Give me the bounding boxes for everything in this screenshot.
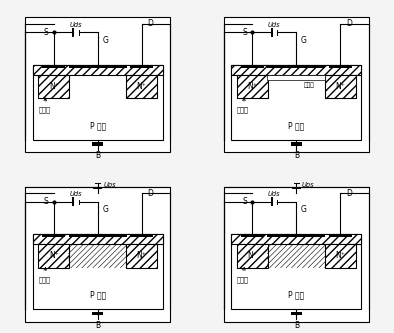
Text: G: G bbox=[301, 205, 307, 214]
Text: N⁺: N⁺ bbox=[335, 251, 345, 260]
Text: 反型区: 反型区 bbox=[304, 83, 315, 88]
Bar bbox=[33, 234, 163, 309]
Bar bbox=[267, 75, 325, 80]
Text: N⁺: N⁺ bbox=[247, 251, 257, 260]
Text: Uds: Uds bbox=[69, 22, 82, 28]
Text: 耗尽层: 耗尽层 bbox=[38, 267, 50, 283]
Text: Ups: Ups bbox=[103, 182, 116, 188]
Bar bbox=[237, 244, 268, 268]
Text: Ups: Ups bbox=[302, 182, 314, 188]
Bar bbox=[241, 234, 264, 237]
Text: B: B bbox=[95, 151, 100, 160]
Bar bbox=[69, 234, 127, 237]
Bar bbox=[126, 244, 157, 268]
Bar bbox=[267, 234, 325, 237]
Bar bbox=[224, 187, 368, 322]
Text: S: S bbox=[43, 197, 48, 206]
Bar bbox=[241, 65, 264, 68]
Text: S: S bbox=[43, 28, 48, 37]
Bar bbox=[325, 75, 356, 98]
Text: Uds: Uds bbox=[268, 22, 281, 28]
Text: N⁺: N⁺ bbox=[137, 82, 147, 91]
Text: D: D bbox=[346, 19, 351, 28]
Text: D: D bbox=[346, 189, 351, 198]
Text: P 衬底: P 衬底 bbox=[288, 291, 305, 300]
Text: D: D bbox=[147, 189, 153, 198]
Bar bbox=[291, 312, 302, 315]
Text: 耗尽层: 耗尽层 bbox=[38, 98, 50, 113]
Bar bbox=[42, 65, 65, 68]
Bar bbox=[231, 234, 361, 244]
Text: P 衬底: P 衬底 bbox=[89, 121, 106, 130]
Bar bbox=[231, 65, 361, 140]
Bar bbox=[267, 65, 325, 68]
Text: N⁺: N⁺ bbox=[335, 82, 345, 91]
Text: 耗尽层: 耗尽层 bbox=[237, 267, 249, 283]
Bar bbox=[291, 142, 302, 146]
Bar bbox=[92, 142, 103, 146]
Text: P 衬底: P 衬底 bbox=[89, 291, 106, 300]
Text: B: B bbox=[95, 321, 100, 330]
Bar bbox=[130, 65, 153, 68]
Bar bbox=[42, 234, 65, 237]
Bar bbox=[38, 75, 69, 98]
Text: G: G bbox=[301, 36, 307, 45]
Bar bbox=[26, 17, 170, 153]
Bar bbox=[38, 244, 69, 268]
Text: Uds: Uds bbox=[268, 191, 281, 197]
Bar bbox=[329, 65, 352, 68]
Text: S: S bbox=[242, 197, 247, 206]
Bar bbox=[126, 75, 157, 98]
Bar bbox=[69, 65, 127, 68]
Text: 耗尽层: 耗尽层 bbox=[237, 98, 249, 113]
Bar bbox=[33, 234, 163, 244]
Bar bbox=[231, 234, 361, 309]
Text: P 衬底: P 衬底 bbox=[288, 121, 305, 130]
Text: B: B bbox=[294, 151, 299, 160]
Bar bbox=[224, 17, 368, 153]
Text: N⁺: N⁺ bbox=[49, 251, 59, 260]
Text: G: G bbox=[102, 36, 108, 45]
Bar bbox=[92, 312, 103, 315]
Bar bbox=[329, 234, 352, 237]
Text: B: B bbox=[294, 321, 299, 330]
Text: N⁺: N⁺ bbox=[49, 82, 59, 91]
Bar bbox=[33, 65, 163, 75]
Bar bbox=[130, 234, 153, 237]
Bar bbox=[231, 65, 361, 75]
Text: D: D bbox=[147, 19, 153, 28]
Bar bbox=[325, 244, 356, 268]
Bar bbox=[237, 75, 268, 98]
Text: Uds: Uds bbox=[69, 191, 82, 197]
Text: S: S bbox=[242, 28, 247, 37]
Bar bbox=[26, 187, 170, 322]
Text: N⁺: N⁺ bbox=[137, 251, 147, 260]
Text: N⁺: N⁺ bbox=[247, 82, 257, 91]
Bar bbox=[33, 65, 163, 140]
Text: G: G bbox=[102, 205, 108, 214]
